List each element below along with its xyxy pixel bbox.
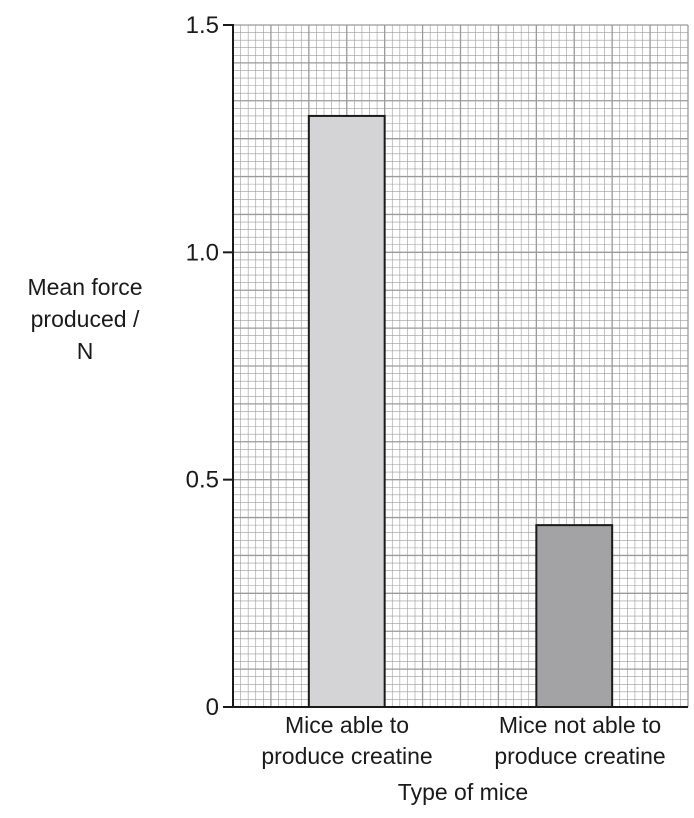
axes: 0 0.5 1.0 1.5 — [186, 12, 688, 721]
y-axis-label-line-3: N — [77, 338, 94, 364]
bar-1 — [307, 114, 386, 708]
y-axis-label-line-2: produced / — [31, 306, 140, 332]
x-tick-label-1-line-2: produce creatine — [261, 743, 432, 769]
y-tick-label: 1.0 — [186, 239, 219, 266]
x-tick-labels: Mice able to produce creatine Mice not a… — [261, 712, 665, 769]
y-axis-label: Mean force produced / N — [27, 274, 142, 364]
x-tick-label-1-line-1: Mice able to — [285, 712, 409, 738]
x-tick-label-2-line-1: Mice not able to — [499, 712, 661, 738]
bars — [307, 114, 614, 709]
y-axis-label-line-1: Mean force — [27, 274, 142, 300]
x-axis-label: Type of mice — [398, 779, 528, 805]
y-tick-label: 0.5 — [186, 467, 219, 494]
x-tick-label-2-line-2: produce creatine — [494, 743, 665, 769]
y-tick-label: 0 — [206, 694, 219, 721]
grid — [232, 24, 689, 708]
y-tick-label: 1.5 — [186, 12, 219, 39]
bar-2 — [535, 524, 614, 709]
